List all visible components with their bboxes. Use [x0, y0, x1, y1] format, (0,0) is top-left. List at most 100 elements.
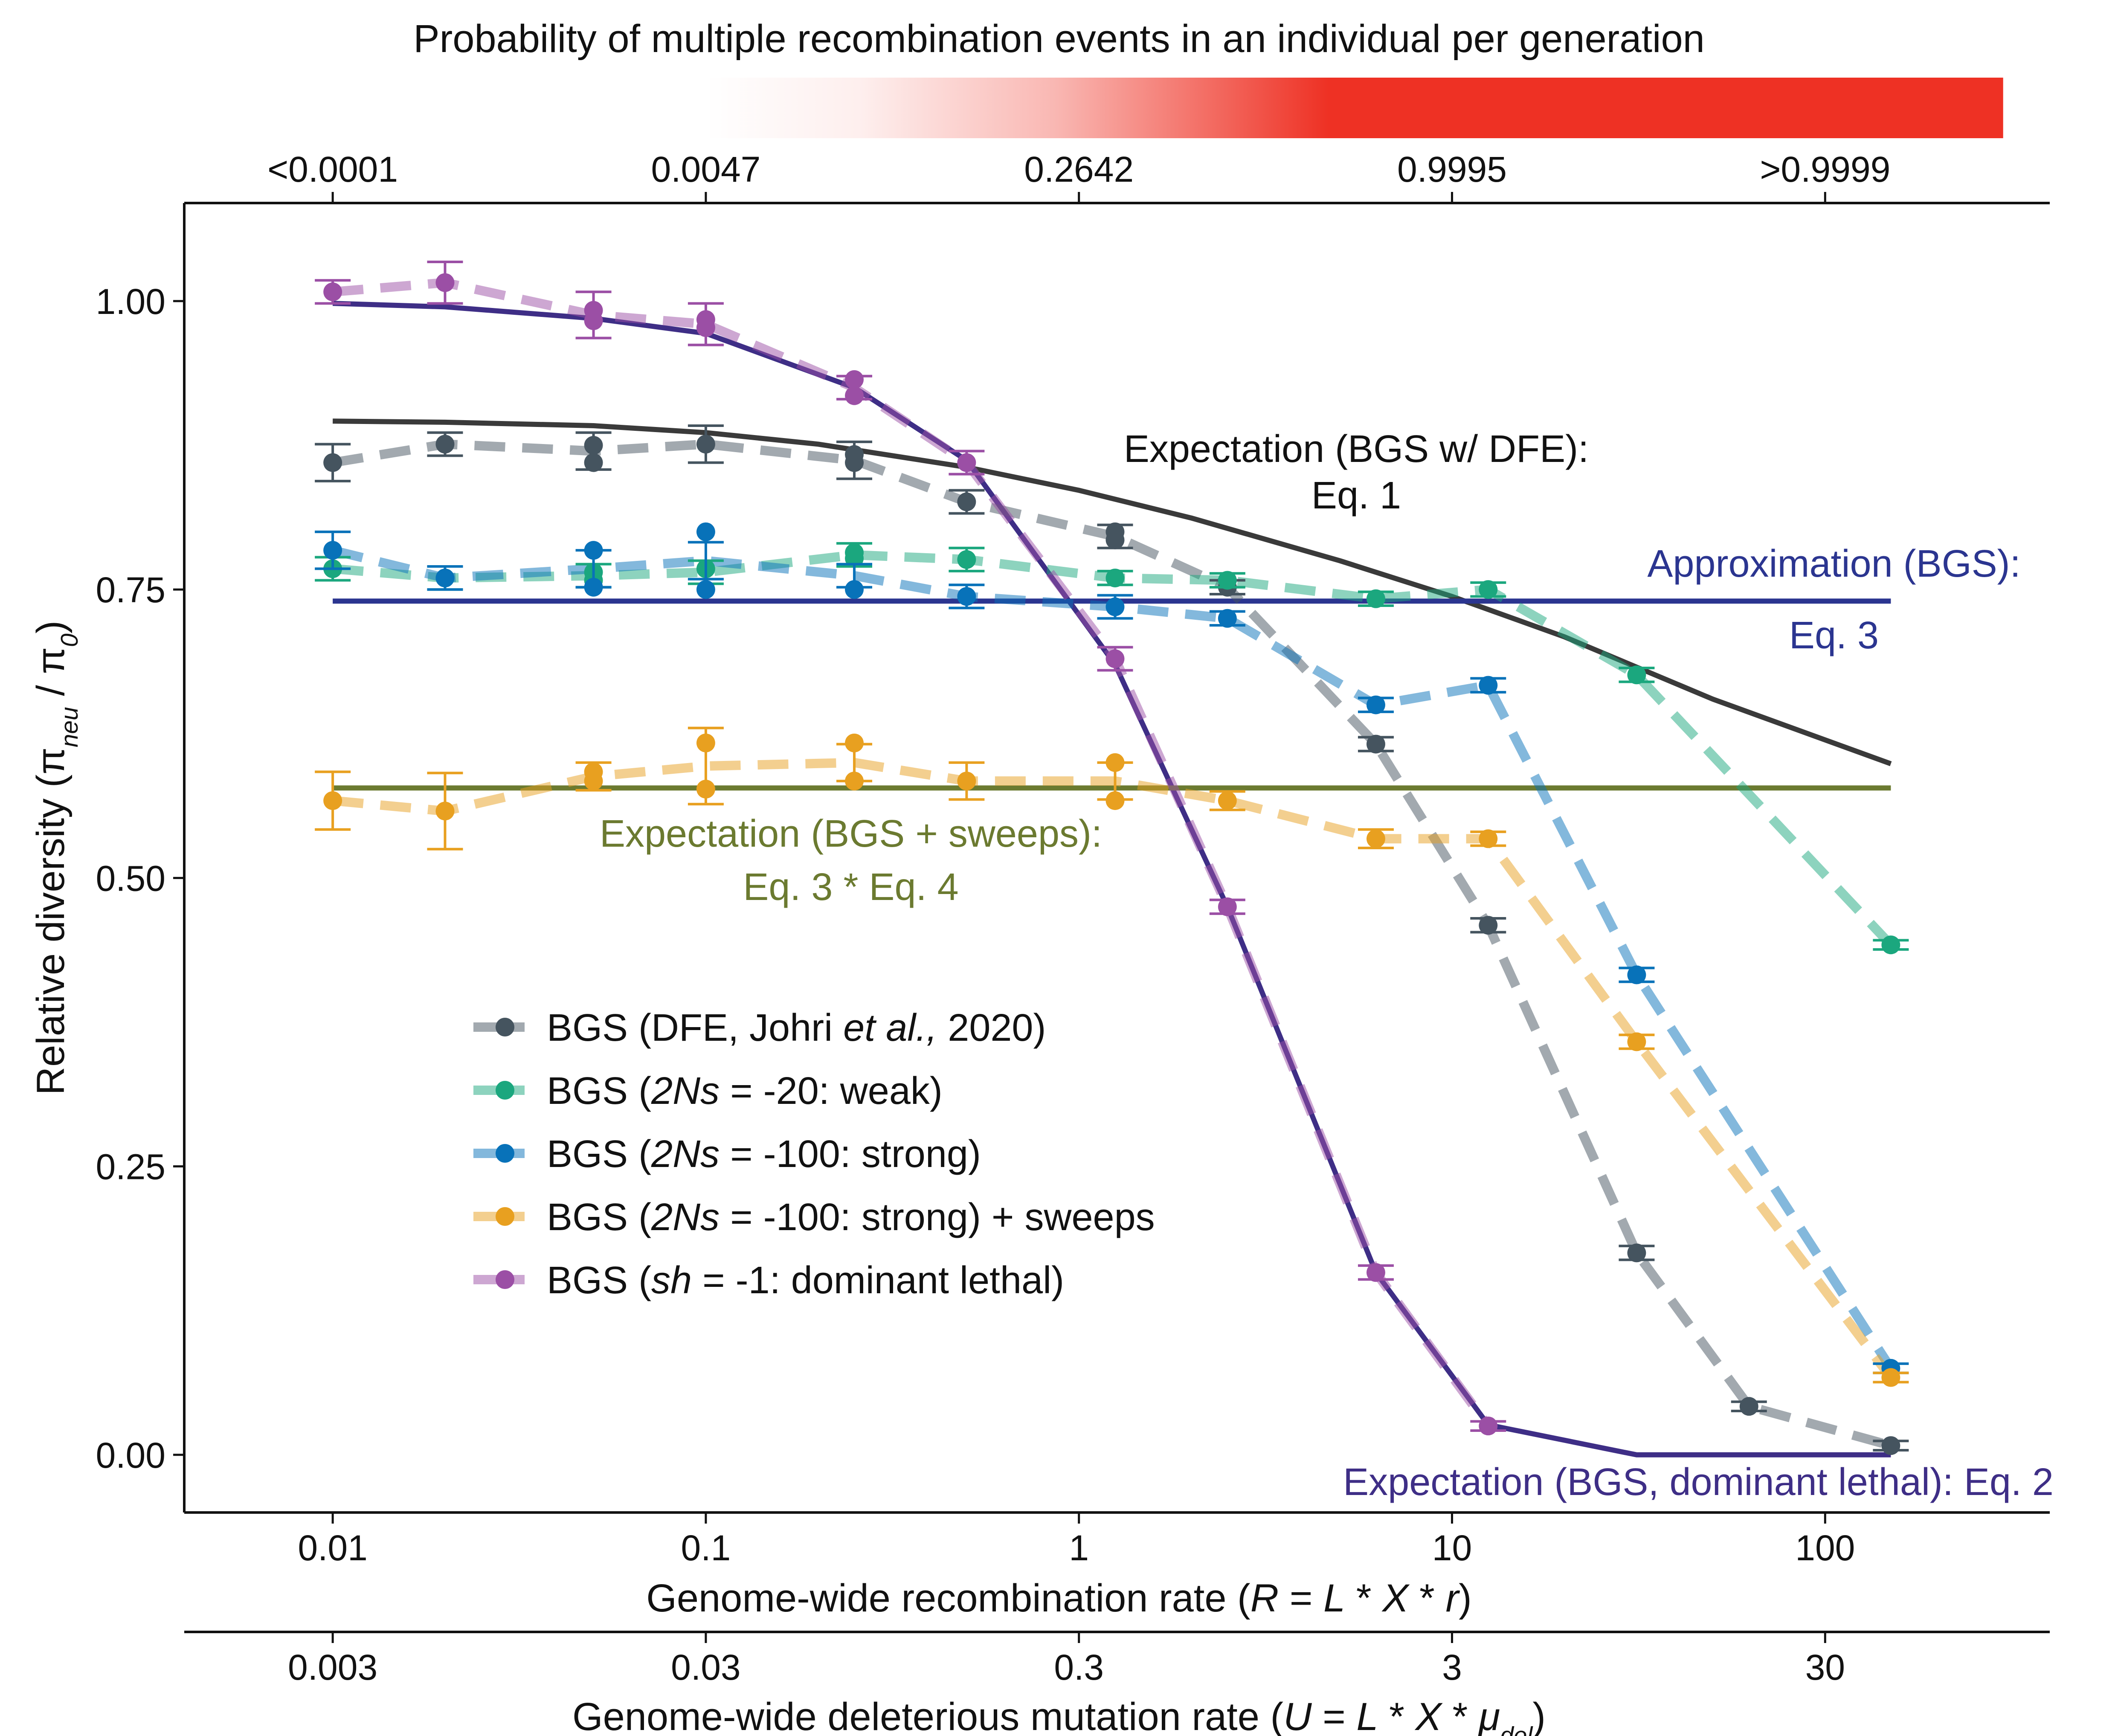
annotation-eq34: Expectation (BGS + sweeps): [600, 813, 1102, 855]
legend-label: BGS (DFE, Johri et al., 2020) [547, 1007, 1046, 1049]
data-point-dfe [1105, 530, 1125, 549]
data-point-dfe [1881, 1436, 1900, 1455]
data-point-dfe [696, 435, 715, 454]
data-point-dfe [1366, 734, 1385, 754]
data-point-strong [435, 569, 455, 588]
annotation-eq2: Expectation (BGS, dominant lethal): Eq. … [1343, 1461, 2054, 1504]
data-point-strong [584, 541, 603, 560]
annotation-eq1-sub: Eq. 1 [1311, 474, 1401, 517]
data-point-dfe [1627, 1243, 1646, 1263]
data-point-lethal [1366, 1263, 1385, 1282]
legend-label: BGS (2Ns = -100: strong) [547, 1133, 981, 1176]
data-point-sweeps [1479, 829, 1498, 848]
data-point-sweeps [323, 791, 342, 810]
data-point-sweeps [845, 772, 864, 791]
top-tick-label: <0.0001 [267, 149, 398, 189]
data-point-weak [1627, 665, 1646, 685]
data-point-sweeps [1105, 753, 1125, 772]
data-point-sweeps [696, 780, 715, 799]
x2-tick-label: 0.003 [288, 1647, 377, 1687]
data-point-strong [323, 541, 342, 560]
x2-tick-label: 0.03 [671, 1647, 741, 1687]
data-point-dfe [323, 453, 342, 472]
x2-axis-title: Genome-wide deleterious mutation rate (U… [572, 1695, 1546, 1736]
data-point-lethal [584, 311, 603, 330]
data-point-lethal [1479, 1417, 1498, 1436]
annotation-eq3: Approximation (BGS): [1647, 543, 2020, 585]
top-tick-label: 0.0047 [651, 149, 760, 189]
data-point-lethal [696, 318, 715, 337]
data-point-strong [845, 580, 864, 599]
y-tick-label: 1.00 [96, 282, 166, 322]
series-layer [315, 260, 1909, 1455]
y-tick-label: 0.25 [96, 1147, 166, 1187]
legend-entry-weak: BGS (2Ns = -20: weak) [473, 1070, 943, 1112]
data-point-sweeps [1627, 1032, 1646, 1051]
data-point-weak [1105, 569, 1125, 588]
expectation-line-eq1 [333, 418, 1892, 766]
colorbar: Probability of multiple recombination ev… [413, 17, 2003, 138]
top-axis-title: Probability of multiple recombination ev… [413, 17, 1705, 61]
x2-tick-label: 3 [1442, 1647, 1462, 1687]
legend-label: BGS (2Ns = -100: strong) + sweeps [547, 1196, 1155, 1239]
series-line-sweeps [332, 758, 1895, 1381]
data-point-strong [584, 578, 603, 597]
data-point-strong [696, 522, 715, 541]
y-axis-title: Relative diversity (πneu / π0) [29, 621, 83, 1095]
legend-swatch-point [496, 1207, 514, 1226]
y-tick-label: 0.00 [96, 1435, 166, 1475]
x-tick-label: 10 [1432, 1528, 1472, 1568]
x-tick-label: 1 [1069, 1528, 1089, 1568]
annotation-eq3-sub: Eq. 3 [1789, 614, 1879, 657]
x-tick-label: 0.01 [298, 1528, 368, 1568]
data-point-sweeps [1105, 791, 1125, 810]
data-point-sweeps [696, 733, 715, 752]
legend-swatch-point [496, 1270, 514, 1289]
y-tick-label: 0.75 [96, 570, 166, 610]
data-point-weak [1218, 571, 1237, 590]
data-point-sweeps [1881, 1368, 1900, 1387]
y-tick-label: 0.50 [96, 858, 166, 898]
x2-tick-label: 30 [1805, 1647, 1845, 1687]
top-tick-label: >0.9999 [1760, 149, 1890, 189]
legend-swatch-point [496, 1081, 514, 1100]
probability-colorbar [705, 78, 2003, 138]
data-point-strong [1366, 695, 1385, 714]
data-point-lethal [845, 386, 864, 405]
data-point-lethal [323, 282, 342, 302]
data-point-sweeps [435, 801, 455, 821]
data-point-lethal [1218, 897, 1237, 916]
errorbar-strong [688, 541, 724, 581]
data-point-lethal [845, 370, 864, 389]
data-point-weak [957, 550, 976, 569]
data-point-dfe [435, 435, 455, 454]
data-point-lethal [957, 453, 976, 472]
x-axis-title: Genome-wide recombination rate (R = L * … [646, 1576, 1471, 1620]
data-point-lethal [435, 273, 455, 292]
data-point-strong [957, 587, 976, 606]
legend: BGS (DFE, Johri et al., 2020) BGS (2Ns = … [473, 1007, 1155, 1302]
legend-label: BGS (sh = -1: dominant lethal) [547, 1259, 1064, 1302]
data-point-sweeps [845, 733, 864, 752]
legend-label: BGS (2Ns = -20: weak) [547, 1070, 943, 1112]
data-point-strong [1479, 676, 1498, 695]
series-line-lethal [332, 278, 1492, 1429]
data-point-dfe [845, 453, 864, 472]
annotations: Expectation (BGS w/ DFE):Eq. 1 Approximat… [600, 428, 2054, 1504]
data-point-dfe [584, 453, 603, 472]
data-point-dfe [584, 436, 603, 455]
legend-swatch-point [496, 1018, 514, 1036]
legend-entry-dfe: BGS (DFE, Johri et al., 2020) [473, 1007, 1046, 1049]
expectation-line-eq2 [332, 301, 1891, 1457]
x-tick-label: 0.1 [681, 1528, 731, 1568]
data-point-weak [1366, 589, 1385, 608]
data-point-dfe [1479, 916, 1498, 935]
legend-entry-lethal: BGS (sh = -1: dominant lethal) [473, 1259, 1064, 1302]
top-tick-label: 0.2642 [1024, 149, 1134, 189]
data-point-sweeps [1366, 829, 1385, 848]
data-point-weak [1881, 935, 1900, 955]
axes: <0.0001 0.0047 0.2642 0.9995 >0.9999 0.01 0.1 1… [29, 149, 2050, 1736]
annotation-eq34-sub: Eq. 3 * Eq. 4 [743, 866, 958, 909]
data-point-sweeps [1218, 791, 1237, 810]
